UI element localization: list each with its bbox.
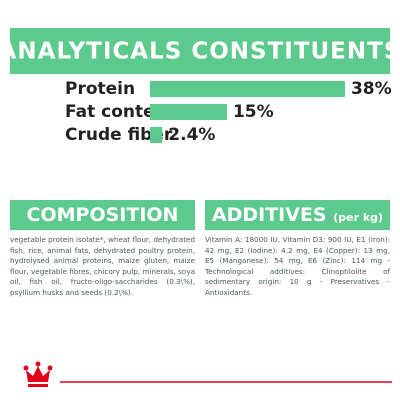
value-label: 2.4% — [168, 125, 215, 145]
chart: ANALYTICALS CONSTITUENTS Protein 38% Fat c… — [0, 28, 400, 145]
crown-logo — [23, 361, 53, 387]
composition-text: vegetable protein isolate*, wheat flour,… — [10, 235, 195, 297]
bar — [150, 104, 227, 120]
additives-text: Vitamin A: 18000 IU, Vitamin D3: 900 IU,… — [205, 235, 390, 297]
bar — [150, 81, 345, 97]
category-label: Fat content — [65, 102, 175, 122]
additives-band: ADDITIVES (per kg) — [205, 200, 390, 230]
chart-title: ANALYTICALS CONSTITUENTS — [0, 39, 400, 65]
category-label: Crude fiber — [65, 125, 173, 145]
title-band — [10, 28, 390, 74]
value-label: 15% — [233, 102, 274, 122]
composition-title: COMPOSITION — [26, 204, 179, 226]
brand — [23, 361, 392, 387]
additives-unit: (per kg) — [333, 211, 384, 224]
bar — [150, 127, 163, 143]
value-label: 38% — [351, 79, 392, 99]
additives-title: ADDITIVES — [211, 204, 327, 226]
composition-band: COMPOSITION — [10, 200, 195, 230]
category-label: Protein — [65, 79, 135, 99]
